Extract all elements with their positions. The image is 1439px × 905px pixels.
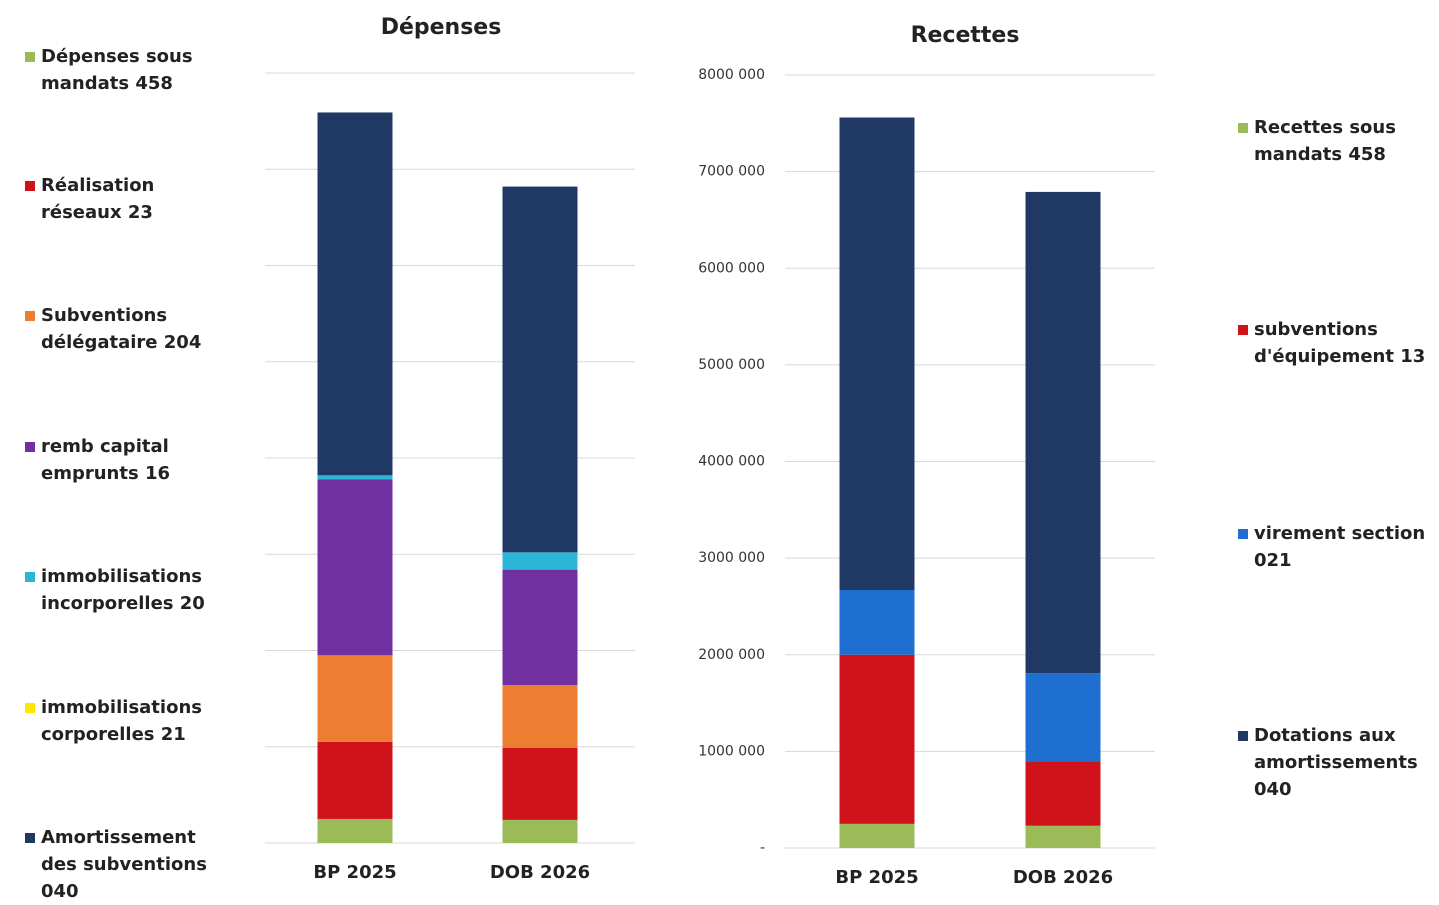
y-tick-label: 8000 000	[698, 67, 765, 83]
bar-segment	[839, 823, 915, 848]
legend-swatch	[25, 442, 35, 452]
legend-swatch	[25, 181, 35, 191]
x-tick-label: DOB 2026	[1013, 867, 1113, 888]
bar-segment	[502, 819, 578, 843]
legend-swatch	[1238, 731, 1248, 741]
legend-label: Dotations aux amortissements 040	[1254, 725, 1418, 800]
legend-item: virement section 021	[1238, 520, 1438, 574]
bar-segment	[502, 747, 578, 820]
legend-item: immobilisations incorporelles 20	[25, 563, 235, 617]
bar-segment	[502, 552, 578, 570]
legend-item: Dotations aux amortissements 040	[1238, 722, 1438, 803]
bar-segment	[839, 654, 915, 824]
bar-segment	[317, 475, 393, 480]
legend-label: remb capital emprunts 16	[41, 436, 170, 484]
legend-swatch	[25, 311, 35, 321]
chart-title: Dépenses	[381, 15, 502, 40]
legend-label: Recettes sous mandats 458	[1254, 117, 1396, 165]
bar-segment	[317, 818, 393, 843]
bar-segment	[317, 479, 393, 656]
legend-swatch	[25, 52, 35, 62]
bar-segment	[502, 186, 578, 553]
bar-segment	[502, 569, 578, 686]
legend-item: subventions d'équipement 13	[1238, 316, 1438, 370]
bar-segment	[839, 117, 915, 591]
y-tick-label: 5000 000	[698, 357, 765, 373]
legend-swatch	[25, 833, 35, 843]
y-tick-label: 1000 000	[698, 743, 765, 759]
legend-item: Réalisation réseaux 23	[25, 172, 235, 226]
bar-segment	[1025, 762, 1101, 826]
legend-label: virement section 021	[1254, 523, 1426, 571]
legend-label: Réalisation réseaux 23	[41, 175, 155, 223]
legend-label: immobilisations corporelles 21	[41, 697, 202, 745]
bar-segment	[502, 685, 578, 748]
bar-segment	[317, 655, 393, 742]
legend-item: remb capital emprunts 16	[25, 433, 235, 487]
y-tick-label: 2000 000	[698, 647, 765, 663]
bar-segment	[1025, 673, 1101, 763]
legend-label: subventions d'équipement 13	[1254, 319, 1426, 367]
legend-item: Subventions délégataire 204	[25, 302, 235, 356]
x-tick-label: BP 2025	[313, 862, 396, 883]
bar-segment	[317, 112, 393, 476]
x-tick-label: DOB 2026	[490, 862, 590, 883]
legend-swatch	[25, 703, 35, 713]
legend-item: Amortissement des subventions 040	[25, 824, 235, 905]
bar-segment	[1025, 825, 1101, 848]
legend-label: immobilisations incorporelles 20	[41, 566, 205, 614]
x-tick-label: BP 2025	[835, 867, 918, 888]
y-tick-label: 3000 000	[698, 550, 765, 566]
legend-label: Amortissement des subventions 040	[41, 827, 207, 902]
legend-label: Dépenses sous mandats 458	[41, 46, 193, 94]
legend-swatch	[25, 572, 35, 582]
y-tick-label: 7000 000	[698, 164, 765, 180]
chart-title: Recettes	[911, 23, 1020, 48]
legend-swatch	[1238, 123, 1248, 133]
legend-item: Recettes sous mandats 458	[1238, 114, 1438, 168]
bar-segment	[1025, 191, 1101, 674]
legend-swatch	[1238, 529, 1248, 539]
legend-item: immobilisations corporelles 21	[25, 694, 235, 748]
bar-segment	[839, 590, 915, 655]
y-tick-label: 4000 000	[698, 454, 765, 470]
bar-segment	[317, 741, 393, 819]
y-tick-label: -	[760, 840, 765, 856]
legend-label: Subventions délégataire 204	[41, 305, 202, 353]
legend-item: Dépenses sous mandats 458	[25, 43, 235, 97]
y-tick-label: 6000 000	[698, 260, 765, 276]
legend-swatch	[1238, 325, 1248, 335]
